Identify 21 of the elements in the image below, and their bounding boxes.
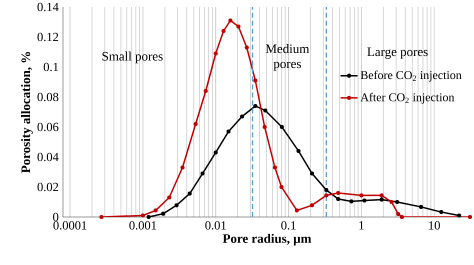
legend-label: Before CO$_{2}$ injection — [360, 70, 462, 82]
x-tick-label: 0.0001 — [53, 221, 86, 230]
legend-label: After CO$_{2}$ injection — [360, 92, 454, 104]
y-tick-label: 0.12 — [37, 32, 58, 42]
annotation: Small pores — [102, 52, 163, 64]
x-tick-label: 1 — [359, 221, 364, 230]
y-tick-label: 0.14 — [37, 2, 59, 12]
annotation: Large pores — [367, 48, 428, 59]
y-tick-label: 0 — [53, 212, 58, 222]
y-tick-label: 0.1 — [44, 62, 58, 72]
annotation: Medium pores — [266, 44, 310, 71]
x-tick-label: 0.01 — [205, 221, 226, 230]
x-tick-label: 0.1 — [281, 221, 296, 230]
x-tick-label: 0.001 — [129, 221, 156, 230]
y-tick-label: 0.02 — [37, 182, 58, 192]
y-axis-title: Porosity allocation, % — [21, 52, 33, 173]
y-tick-label: 0.08 — [37, 92, 58, 102]
x-axis-title: Pore radius, µm — [222, 234, 312, 246]
y-tick-label: 0.06 — [37, 122, 58, 132]
y-tick-label: 0.04 — [37, 152, 59, 162]
x-tick-label: 10 — [429, 221, 440, 230]
